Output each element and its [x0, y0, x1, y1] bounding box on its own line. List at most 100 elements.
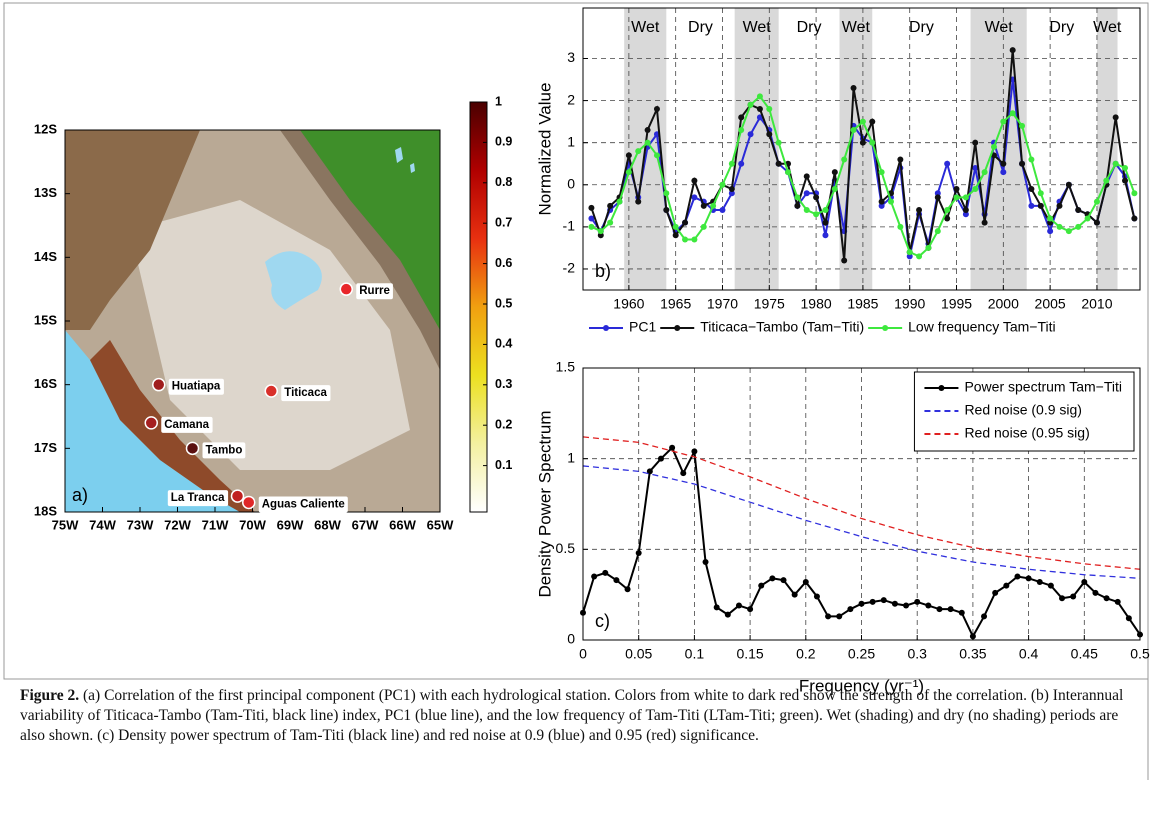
series-marker — [736, 603, 742, 609]
series-marker — [748, 131, 754, 137]
series-marker — [1056, 203, 1062, 209]
x-tick-label: 1995 — [941, 296, 972, 312]
station-label: Rurre — [359, 285, 390, 297]
y-tick-label: 12S — [34, 121, 57, 136]
period-label: Wet — [631, 19, 660, 36]
series-marker — [869, 119, 875, 125]
panel-label: a) — [72, 485, 88, 505]
series-marker — [991, 144, 997, 150]
series-marker — [602, 570, 608, 576]
station-marker — [153, 379, 165, 391]
series-marker — [663, 207, 669, 213]
series-marker — [1010, 47, 1016, 53]
y-tick-label: 0.5 — [556, 540, 576, 556]
x-tick-label: 68W — [314, 517, 341, 532]
series-marker — [613, 577, 619, 583]
period-label: Dry — [797, 19, 822, 36]
legend-label: Low frequency Tam−Titi — [908, 319, 1055, 335]
series-marker — [607, 203, 613, 209]
series-marker — [776, 161, 782, 167]
series-marker — [663, 190, 669, 196]
series-marker — [598, 228, 604, 234]
series-marker — [1094, 199, 1100, 205]
y-tick-label: -2 — [563, 260, 576, 276]
station-marker — [265, 385, 277, 397]
x-tick-label: 1970 — [707, 296, 738, 312]
series-marker — [1028, 203, 1034, 209]
x-tick-label: 0 — [579, 646, 587, 662]
x-tick-label: 72W — [164, 517, 191, 532]
series-marker — [804, 190, 810, 196]
station-label: Aguas Caliente — [262, 498, 345, 510]
series-marker — [822, 220, 828, 226]
series-marker — [1028, 157, 1034, 163]
series-marker — [1038, 190, 1044, 196]
series-marker — [1131, 215, 1137, 221]
legend-label: PC1 — [629, 319, 656, 335]
x-tick-label: 0.2 — [796, 646, 816, 662]
series-marker — [1038, 203, 1044, 209]
colorbar-tick-label: 0.7 — [495, 215, 512, 229]
series-marker — [1094, 220, 1100, 226]
series-marker — [936, 606, 942, 612]
series-marker — [1047, 228, 1053, 234]
series-marker — [645, 127, 651, 133]
station-label: Titicaca — [284, 387, 327, 399]
series-marker — [710, 203, 716, 209]
series-marker — [682, 220, 688, 226]
x-tick-label: 1960 — [613, 296, 644, 312]
y-axis-label: Normalized Value — [535, 83, 554, 216]
series-marker — [881, 597, 887, 603]
colorbar — [470, 102, 487, 512]
station-label: Tambo — [206, 444, 243, 456]
station-label: Camana — [164, 419, 209, 431]
caption: Figure 2. (a) Correlation of the first p… — [20, 686, 1130, 746]
series-marker — [785, 169, 791, 175]
period-label: Dry — [909, 19, 934, 36]
series-marker — [701, 224, 707, 230]
series-marker — [925, 603, 931, 609]
series-marker — [794, 203, 800, 209]
station-marker — [340, 283, 352, 295]
x-tick-label: 2010 — [1081, 296, 1112, 312]
y-tick-label: 0 — [567, 175, 575, 191]
series-marker — [691, 448, 697, 454]
series-marker — [645, 140, 651, 146]
series-marker — [897, 157, 903, 163]
y-tick-label: 3 — [567, 49, 575, 65]
x-tick-label: 0.3 — [907, 646, 927, 662]
series-marker — [680, 470, 686, 476]
series-marker — [888, 199, 894, 205]
series-marker — [617, 199, 623, 205]
series-marker — [1000, 169, 1006, 175]
colorbar-tick-label: 0.5 — [495, 296, 512, 310]
station-marker — [243, 496, 255, 508]
panel-label: b) — [595, 261, 611, 281]
series-marker — [625, 586, 631, 592]
series-marker — [758, 583, 764, 589]
x-tick-label: 71W — [202, 517, 229, 532]
series-marker — [1113, 161, 1119, 167]
series-marker — [914, 599, 920, 605]
x-tick-label: 2000 — [988, 296, 1019, 312]
series-marker — [781, 577, 787, 583]
colorbar-tick-label: 0.1 — [495, 458, 512, 472]
station-marker — [145, 417, 157, 429]
series-marker — [972, 186, 978, 192]
colorbar-tick-label: 0.6 — [495, 256, 512, 270]
series-marker — [757, 93, 763, 99]
series-marker — [682, 236, 688, 242]
series-marker — [1081, 579, 1087, 585]
y-tick-label: 14S — [34, 249, 57, 264]
series-marker — [691, 236, 697, 242]
series-marker — [832, 186, 838, 192]
x-tick-label: 75W — [52, 517, 79, 532]
series-marker — [825, 613, 831, 619]
x-tick-label: 1985 — [847, 296, 878, 312]
series-marker — [1014, 574, 1020, 580]
map-terrain — [65, 130, 440, 512]
series-marker — [841, 258, 847, 264]
legend-label: Red noise (0.9 sig) — [964, 402, 1082, 418]
series-marker — [804, 207, 810, 213]
x-tick-label: 0.25 — [848, 646, 875, 662]
